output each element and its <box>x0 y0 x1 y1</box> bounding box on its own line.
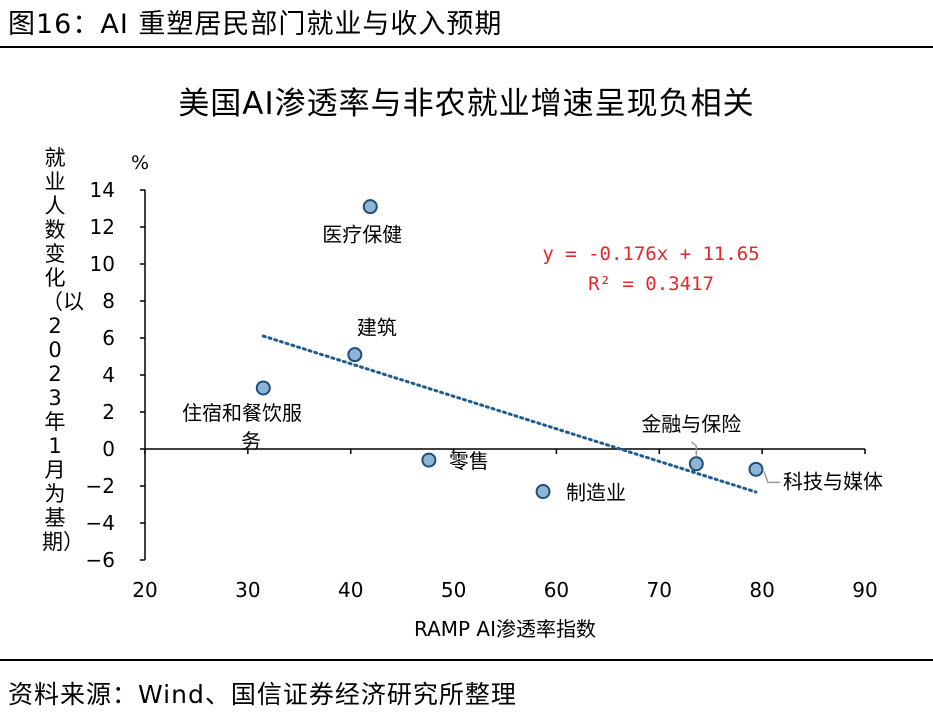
y-axis-unit: % <box>131 152 150 174</box>
data-point <box>535 484 551 500</box>
x-tick-label: 30 <box>235 578 260 602</box>
leader-line <box>690 441 698 456</box>
y-tick-label: −4 <box>86 511 115 535</box>
trendline <box>261 334 758 494</box>
trendline-equation: y = -0.176x + 11.65 <box>542 243 759 265</box>
point-label: 务 <box>241 429 261 453</box>
figure-title: 图16：AI 重塑居民部门就业与收入预期 <box>8 9 503 40</box>
x-tick-label: 20 <box>132 578 157 602</box>
data-point <box>255 380 271 396</box>
data-point <box>347 347 363 363</box>
source-note: 资料来源：Wind、国信证券经济研究所整理 <box>8 680 517 709</box>
point-label: 医疗保健 <box>322 223 402 247</box>
y-tick-label: 0 <box>102 437 115 461</box>
y-tick-label: 2 <box>102 400 115 424</box>
y-tick-label: −6 <box>86 548 115 572</box>
point-label: 科技与媒体 <box>783 469 883 493</box>
y-axis-label: 就业人数变化（以2023年1月为基期） <box>42 146 84 554</box>
chart-title: 美国AI渗透率与非农就业增速呈现负相关 <box>178 86 755 122</box>
point-label: 制造业 <box>566 481 626 505</box>
bottom-rule <box>0 659 933 661</box>
y-tick-label: 12 <box>90 215 115 239</box>
x-tick-label: 80 <box>749 578 774 602</box>
y-tick-label: 8 <box>102 289 115 313</box>
data-point <box>362 199 378 215</box>
x-tick-label: 50 <box>441 578 466 602</box>
y-tick-label: 10 <box>90 252 115 276</box>
y-tick-label: 4 <box>102 363 115 387</box>
x-tick-label: 40 <box>338 578 363 602</box>
top-rule <box>0 46 933 48</box>
y-tick-label: 14 <box>90 178 115 202</box>
x-tick-label: 90 <box>852 578 877 602</box>
x-axis-label: RAMP AI渗透率指数 <box>414 617 596 641</box>
x-tick-label: 60 <box>544 578 569 602</box>
data-point <box>688 456 704 472</box>
leader-line <box>763 471 780 484</box>
y-tick-label: 6 <box>102 326 115 350</box>
point-label: 金融与保险 <box>641 412 741 436</box>
x-tick-label: 70 <box>647 578 672 602</box>
point-label: 住宿和餐饮服 <box>182 401 302 425</box>
trendline-r-squared: R² = 0.3417 <box>588 273 714 295</box>
data-point <box>748 461 764 477</box>
y-tick-label: −2 <box>86 474 115 498</box>
data-point <box>421 452 437 468</box>
point-label: 建筑 <box>357 316 397 340</box>
point-label: 零售 <box>449 449 489 473</box>
